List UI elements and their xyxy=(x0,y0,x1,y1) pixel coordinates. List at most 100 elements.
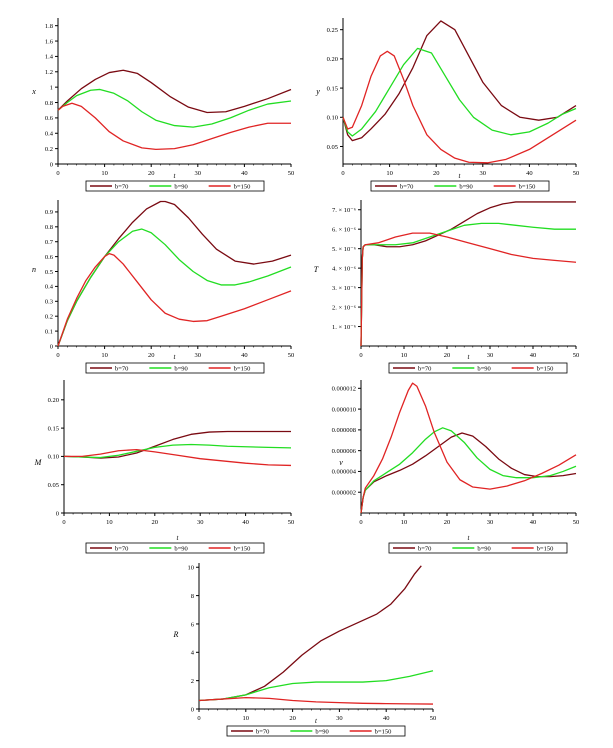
series-line-b=150 xyxy=(360,232,577,347)
y-tick-label: 2. × 10⁻⁶ xyxy=(332,304,356,311)
y-tick-label: 0 xyxy=(50,343,53,350)
y-tick-label: 0.000004 xyxy=(332,469,357,476)
x-axis-label: t xyxy=(177,534,180,542)
x-tick-label: 20 xyxy=(289,715,296,722)
legend-label: b=70 xyxy=(115,545,128,552)
legend-box xyxy=(388,542,568,554)
x-axis-label: t xyxy=(174,172,177,180)
y-tick-label: 0.15 xyxy=(48,425,59,432)
x-tick-label: 40 xyxy=(383,715,390,722)
y-axis-label: y xyxy=(315,87,320,96)
x-tick-label: 30 xyxy=(195,170,202,177)
y-axis-label: v xyxy=(339,458,343,467)
x-tick-label: 50 xyxy=(288,352,295,359)
legend-label: b=70 xyxy=(115,365,128,372)
legend-label: b=90 xyxy=(459,183,472,190)
legend-label: b=150 xyxy=(234,183,251,190)
x-tick-label: 40 xyxy=(530,519,537,526)
x-tick-label: 50 xyxy=(573,352,580,359)
x-tick-label: 30 xyxy=(195,352,202,359)
legend-label: b=150 xyxy=(537,365,554,372)
y-tick-label: 0.000010 xyxy=(332,406,356,413)
x-tick-label: 20 xyxy=(444,519,451,526)
y-tick-label: 0.6 xyxy=(45,115,54,122)
y-tick-label: 3. × 10⁻⁶ xyxy=(332,285,356,292)
series-line-b=90 xyxy=(57,228,292,347)
x-tick-label: 40 xyxy=(526,170,533,177)
series-line-b=150 xyxy=(64,448,292,467)
legend: b=70 b=90 b=150 xyxy=(85,362,265,374)
series-line-b=90 xyxy=(342,47,577,137)
chart-n: 0 10 20 30 40 50 0 0.1 0.2 0.3 0.4 0.5 0.6 0.7 0.8 0.9 t… xyxy=(32,200,295,374)
x-tick-label: 50 xyxy=(573,170,580,177)
legend-label: b=70 xyxy=(256,728,269,735)
y-tick-label: 0.2 xyxy=(45,146,53,153)
x-tick-label: 40 xyxy=(242,519,249,526)
x-tick-label: 30 xyxy=(336,715,343,722)
legend-label: b=150 xyxy=(537,545,554,552)
legend-label: b=90 xyxy=(315,728,328,735)
y-tick-label: 1. × 10⁻⁶ xyxy=(332,324,356,331)
y-tick-label: 0.3 xyxy=(45,299,53,306)
legend: b=70 b=90 b=150 xyxy=(388,362,568,374)
y-axis-label: x xyxy=(31,87,36,96)
y-tick-label: 0.2 xyxy=(45,314,53,321)
y-tick-label: 0.1 xyxy=(45,328,53,335)
y-tick-label: 1.4 xyxy=(45,54,54,61)
chart-v: 0 10 20 30 40 50 0.000002 0.000004 0.000006 0.000… xyxy=(332,380,580,554)
series-line-b=70 xyxy=(57,69,292,114)
legend-label: b=150 xyxy=(234,365,251,372)
legend-box xyxy=(85,180,265,192)
legend-label: b=90 xyxy=(174,183,187,190)
series-line-b=150 xyxy=(342,50,577,164)
legend-label: b=90 xyxy=(477,365,490,372)
y-tick-label: 0.10 xyxy=(48,454,59,461)
y-tick-label: 0.8 xyxy=(45,224,53,231)
x-tick-label: 30 xyxy=(197,519,204,526)
series-line-b=90 xyxy=(360,427,577,514)
y-axis-label: M xyxy=(34,458,43,467)
y-tick-label: 0.4 xyxy=(45,131,54,138)
y-tick-label: 0.4 xyxy=(45,284,54,291)
chart-R: 0 10 20 30 40 50 0 2 4 6 8 10 t Rb=70 b=90 b=150 xyxy=(173,563,437,737)
y-tick-label: 0.25 xyxy=(327,27,338,34)
legend: b=70 b=90 b=150 xyxy=(370,180,550,192)
x-tick-label: 50 xyxy=(288,170,295,177)
x-tick-label: 0 xyxy=(359,519,362,526)
x-tick-label: 50 xyxy=(430,715,437,722)
legend-label: b=70 xyxy=(418,545,431,552)
x-tick-label: 10 xyxy=(386,170,393,177)
y-tick-label: 8 xyxy=(191,593,194,600)
x-axis-label: t xyxy=(468,534,471,542)
x-axis-label: t xyxy=(459,172,462,180)
x-tick-label: 50 xyxy=(573,519,580,526)
legend-box xyxy=(85,542,265,554)
y-tick-label: 2 xyxy=(191,678,194,685)
series-line-b=90 xyxy=(63,443,292,459)
y-tick-label: 5. × 10⁻⁶ xyxy=(332,246,356,253)
legend: b=70 b=90 b=150 xyxy=(388,542,568,554)
x-tick-label: 40 xyxy=(530,352,537,359)
x-axis-label: t xyxy=(174,353,177,361)
y-tick-label: 0 xyxy=(191,706,194,713)
series-line-b=90 xyxy=(360,222,576,347)
y-tick-label: 1.8 xyxy=(45,23,53,30)
y-tick-label: 1.6 xyxy=(45,38,54,45)
legend-label: b=150 xyxy=(375,728,392,735)
y-tick-label: 1.2 xyxy=(45,69,53,76)
legend-label: b=150 xyxy=(234,545,251,552)
x-tick-label: 20 xyxy=(148,352,155,359)
chart-x: 0 10 20 30 40 50 0 0.2 0.4 0.6 0.8 1 1.2 1.4 1.6 1.8 t x b… xyxy=(31,18,295,192)
y-tick-label: 0.05 xyxy=(48,482,59,489)
x-tick-label: 0 xyxy=(56,170,59,177)
x-tick-label: 50 xyxy=(288,519,295,526)
chart-y: 0 10 20 30 40 50 0.05 0.10 0.15 0.20 0.25 t y b=70 b=9… xyxy=(315,18,580,192)
chart-T: 0 10 20 30 40 50 1. × 10⁻⁶ 2. × 10⁻⁶ 3. × 10⁻⁶ 4.… xyxy=(314,200,580,374)
y-tick-label: 0.10 xyxy=(327,115,338,122)
x-tick-label: 10 xyxy=(243,715,250,722)
legend-label: b=90 xyxy=(174,545,187,552)
series-line-b=150 xyxy=(360,382,577,514)
y-tick-label: 0.000002 xyxy=(332,490,356,497)
